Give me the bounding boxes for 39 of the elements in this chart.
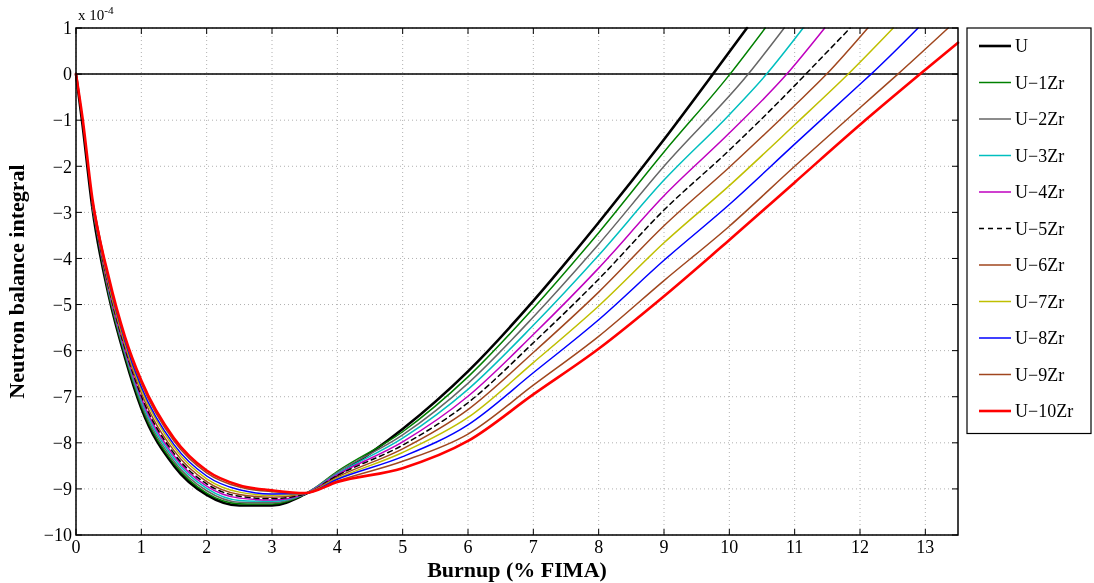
legend-label: U−9Zr (1015, 364, 1065, 385)
x-tick-label: 11 (785, 537, 804, 557)
x-tick-label: 4 (332, 537, 342, 557)
y-tick-label: −2 (52, 156, 72, 177)
legend-label: U−3Zr (1015, 145, 1065, 166)
y-tick-label: −5 (52, 294, 72, 315)
y-tick-label: −10 (43, 525, 72, 546)
x-tick-label: 3 (267, 537, 277, 557)
y-tick-label: −1 (52, 110, 72, 131)
x-tick-label: 13 (916, 537, 935, 557)
legend-label: U (1015, 36, 1028, 57)
x-tick-label: 2 (202, 537, 212, 557)
legend-label: U−5Zr (1015, 218, 1065, 239)
legend-label: U−6Zr (1015, 255, 1065, 276)
x-tick-label: 1 (136, 537, 146, 557)
y-tick-label: −3 (52, 202, 72, 223)
y-tick-label: −9 (52, 479, 72, 500)
x-tick-label: 5 (398, 537, 408, 557)
y-tick-label: −6 (52, 340, 72, 361)
x-axis-title: Burnup (% FIMA) (427, 557, 607, 582)
x-tick-label: 9 (659, 537, 669, 557)
x-tick-label: 10 (720, 537, 739, 557)
text: x 10$^{-4}$ (78, 4, 114, 23)
y-tick-label: 0 (63, 64, 72, 85)
y-tick-label: −8 (52, 433, 72, 454)
legend-label: U−4Zr (1015, 182, 1065, 203)
y-tick-label: 1 (63, 18, 72, 39)
x-tick-label: 6 (463, 537, 473, 557)
x-tick-label: 7 (528, 537, 538, 557)
x-tick-label: 12 (851, 537, 869, 557)
legend-label: U−7Zr (1015, 291, 1065, 312)
y-axis-title: Neutron balance integral (4, 164, 29, 399)
legend-label: U−8Zr (1015, 328, 1065, 349)
legend-label: U−10Zr (1015, 401, 1074, 422)
y-tick-label: −4 (52, 248, 72, 269)
y-tick-label: −7 (52, 387, 72, 408)
legend-label: U−2Zr (1015, 109, 1065, 130)
legend-label: U−1Zr (1015, 72, 1065, 93)
x-tick-label: 8 (594, 537, 604, 557)
